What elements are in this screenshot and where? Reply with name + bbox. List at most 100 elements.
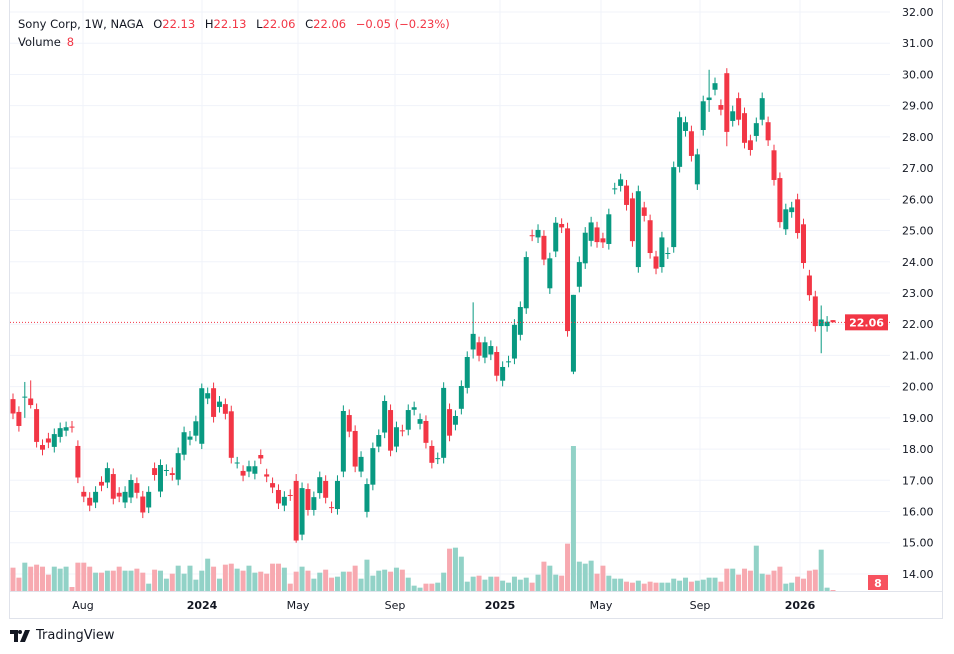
candle-body [665,253,671,255]
volume-bar [730,568,736,591]
candle [75,440,81,484]
candle [506,355,512,368]
price-tick-label: 18.00 [902,443,934,456]
candle [777,172,783,228]
tradingview-logo[interactable]: TradingView [10,628,115,643]
candle-body [458,386,464,409]
candle [511,319,517,365]
volume-bar [423,583,429,591]
volume-bar [771,570,777,591]
candle [334,475,340,515]
candle [706,69,712,112]
candle-body [352,430,358,467]
volume-bar [211,566,217,591]
volume-bar [706,577,712,591]
candle-body [28,398,34,406]
symbol-title: Sony Corp, 1W, NAGA [18,17,144,31]
candle-body [169,473,175,475]
volume-bar [216,578,222,591]
volume-bar [559,575,565,591]
candle [110,468,116,505]
candle [795,193,801,239]
volume-bar [576,561,582,591]
candle-body [559,223,565,228]
candle [205,387,211,405]
candle [824,316,830,332]
candle-body [258,455,264,459]
time-axis-label: 2026 [785,599,816,612]
volume-bar [334,576,340,591]
volume-bar [240,570,246,591]
volume-bar [795,576,801,591]
candle-body [122,491,128,503]
candle-body [116,492,122,497]
candle-body [205,393,211,399]
candle-body [747,140,753,150]
candle-body [529,235,535,237]
candle [140,490,146,519]
candle [470,302,476,359]
volume-bar [594,573,600,591]
candle [635,185,641,273]
candle-body [464,356,470,388]
candle-body [281,496,287,506]
candle [576,256,582,293]
price-tick-label: 23.00 [902,287,934,300]
time-axis-label: Sep [385,599,406,612]
volume-bar [358,578,364,591]
candle-body [157,465,163,492]
candle-body [128,479,134,498]
volume-bar [346,571,352,591]
candle [594,221,600,248]
volume-bar [712,577,718,591]
volume-bar [612,578,618,591]
candle [376,429,382,453]
volume-bar [671,578,677,591]
volume-bar [299,566,305,591]
candle-body [411,407,417,410]
candle [677,111,683,173]
high-label: H [204,17,214,31]
candle-body [240,470,246,476]
low-label: L [256,17,263,31]
last-volume-label: 8 [874,577,882,590]
volume-bar [134,568,140,591]
candle [329,501,335,514]
candle [588,216,594,247]
volume-bar [388,571,394,591]
candle [529,229,535,242]
candle [240,465,246,482]
candle [429,440,435,469]
candle-body [500,366,506,381]
volume-bar [452,547,458,591]
candle-body [541,235,547,260]
volume-bar [222,564,228,591]
candle [128,474,134,504]
volume-bar [270,563,276,591]
volume-bar [789,582,795,591]
volume-bar [565,543,571,591]
candle-body [618,179,624,186]
candle-body [393,427,399,447]
candle-body [152,468,158,475]
candle-body [447,409,453,436]
candle [199,383,205,450]
candle-body [39,445,45,450]
candle-body [63,427,69,431]
price-tick-label: 29.00 [902,100,934,113]
volume-bar [187,565,193,591]
volume-bar [305,570,311,591]
volume-bar [647,581,653,591]
candle [789,201,795,218]
candle-body [600,238,606,243]
volume-bar [128,570,134,591]
candle [659,231,665,273]
candle-body [110,474,116,499]
candle [346,409,352,438]
volume-bar [376,570,382,591]
volume-bar [818,549,824,591]
volume-bar [75,562,81,591]
volume-bar [323,569,329,591]
candle [759,92,765,126]
